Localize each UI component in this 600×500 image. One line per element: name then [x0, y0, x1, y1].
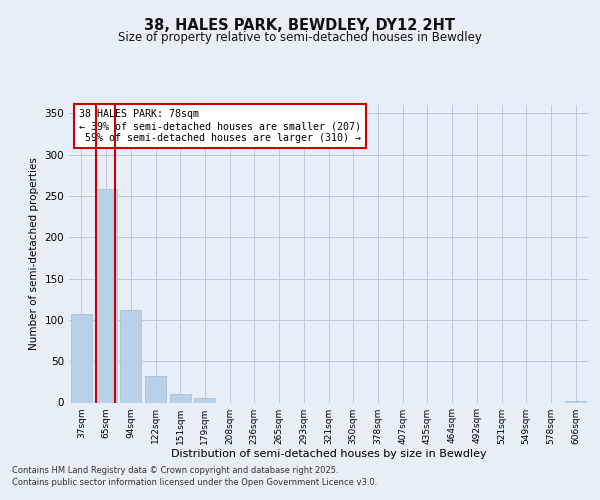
Bar: [71, 314, 92, 402]
Bar: [95, 190, 116, 402]
Bar: [145, 376, 166, 402]
X-axis label: Distribution of semi-detached houses by size in Bewdley: Distribution of semi-detached houses by …: [170, 450, 487, 460]
Text: Size of property relative to semi-detached houses in Bewdley: Size of property relative to semi-detach…: [118, 31, 482, 44]
Bar: [194, 398, 215, 402]
Bar: [565, 401, 586, 402]
Bar: [170, 394, 191, 402]
Bar: [120, 310, 141, 402]
Text: Contains HM Land Registry data © Crown copyright and database right 2025.: Contains HM Land Registry data © Crown c…: [12, 466, 338, 475]
Y-axis label: Number of semi-detached properties: Number of semi-detached properties: [29, 158, 39, 350]
Text: Contains public sector information licensed under the Open Government Licence v3: Contains public sector information licen…: [12, 478, 377, 487]
Text: 38 HALES PARK: 78sqm
← 39% of semi-detached houses are smaller (207)
 59% of sem: 38 HALES PARK: 78sqm ← 39% of semi-detac…: [79, 110, 361, 142]
Text: 38, HALES PARK, BEWDLEY, DY12 2HT: 38, HALES PARK, BEWDLEY, DY12 2HT: [145, 18, 455, 32]
